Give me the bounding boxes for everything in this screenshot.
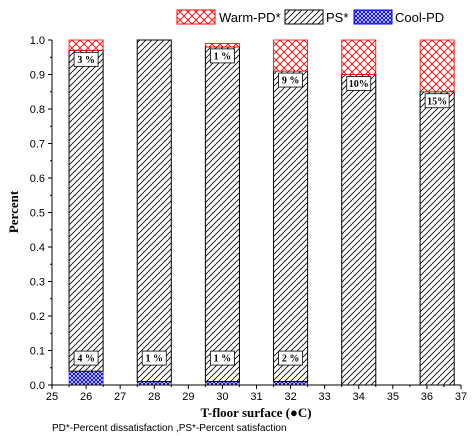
x-tick-label: 37 — [455, 391, 467, 403]
bar-segment-ps — [419, 91, 455, 386]
x-tick-label: 30 — [216, 391, 228, 403]
data-label-text: 1 % — [146, 354, 164, 365]
bar-segment-warm-pd — [68, 39, 104, 51]
data-label-warm: 15% — [424, 93, 450, 109]
bar-segment-cool-pd — [273, 381, 308, 386]
data-label-cool: 1 % — [210, 350, 235, 366]
stacked-bar — [204, 43, 240, 386]
y-tick-label: 0.8 — [30, 104, 45, 116]
bar-segment-cool-pd — [205, 381, 240, 386]
legend-swatch-cool — [353, 9, 393, 25]
x-tick-label: 32 — [284, 391, 296, 403]
bar-segment-warm-pd — [419, 39, 455, 93]
legend-swatch-ps — [284, 9, 324, 25]
bar-segment-ps — [136, 39, 172, 383]
x-tick-label: 34 — [353, 391, 365, 403]
stacked-bar — [68, 39, 104, 386]
bar-segment-warm-pd — [204, 43, 240, 48]
data-label-box — [346, 76, 372, 91]
y-tick-label: 0.6 — [30, 173, 45, 185]
data-label-box — [210, 350, 235, 366]
x-tick-label: 26 — [80, 391, 92, 403]
data-label-box — [210, 48, 235, 64]
y-tick-label: 1.0 — [30, 35, 45, 47]
bar-segment-ps — [68, 49, 104, 372]
legend: Warm-PD* PS* Cool-PD — [176, 9, 444, 25]
x-tick-label: 25 — [46, 391, 58, 403]
data-label-warm: 9 % — [278, 72, 303, 88]
data-label-text: 10% — [349, 79, 369, 90]
y-tick-label: 0.7 — [30, 139, 45, 151]
x-tick-label: 35 — [387, 391, 399, 403]
data-label-cool: 4 % — [73, 350, 99, 366]
bar-segment-cool-pd — [136, 381, 172, 386]
y-tick-label: 0.5 — [30, 208, 45, 220]
bar-segment-ps — [341, 74, 377, 386]
y-axis-title: Percent — [6, 190, 21, 233]
y-tick-label: 0.1 — [30, 346, 45, 358]
x-tick-label: 36 — [421, 391, 433, 403]
y-tick-label: 0.4 — [30, 242, 45, 254]
bar-segment-ps — [273, 70, 309, 383]
data-label-box — [278, 72, 303, 88]
y-tick-label: 0.0 — [30, 380, 45, 392]
data-label-cool: 1 % — [141, 350, 167, 366]
data-label-text: 9 % — [282, 76, 300, 87]
data-label-text: 1 % — [214, 354, 232, 365]
bar-segment-ps — [204, 46, 240, 383]
data-label-text: 15% — [427, 96, 447, 107]
data-label-text: 3 % — [77, 55, 95, 66]
stacked-bar — [136, 39, 172, 386]
legend-swatch-warm — [176, 9, 216, 25]
legend-label-warm: Warm-PD* — [219, 10, 281, 25]
data-label-warm: 1 % — [210, 48, 235, 64]
y-tick-label: 0.3 — [30, 277, 45, 289]
data-label-warm: 10% — [346, 76, 372, 91]
bar-segment-warm-pd — [341, 39, 377, 75]
y-tick-label: 0.2 — [30, 311, 45, 323]
ticks-layer: 25 26 27 28 29 30 31 32 33 34 35 36 37 0.0 0.1 0.2 0.3 0.… — [30, 35, 467, 403]
labels-layer: 3 % 4 % 1 % 1 % 1 % 9 % 2 % 10% 15% — [73, 48, 450, 366]
data-label-cool: 2 % — [278, 350, 303, 366]
stacked-bar — [419, 39, 455, 386]
data-label-text: 2 % — [282, 354, 300, 365]
x-tick-label: 29 — [182, 391, 194, 403]
x-tick-label: 27 — [114, 391, 126, 403]
footnote: PD*-Percent dissatisfaction ,PS*-Percent… — [52, 423, 287, 434]
data-label-box — [73, 350, 99, 366]
data-label-text: 4 % — [77, 354, 95, 365]
data-label-box — [424, 93, 450, 109]
x-tick-label: 31 — [250, 391, 262, 403]
stacked-bar — [341, 39, 377, 386]
data-label-box — [141, 350, 167, 366]
data-label-box — [278, 350, 303, 366]
x-tick-label: 33 — [319, 391, 331, 403]
x-tick-label: 28 — [148, 391, 160, 403]
bars-layer — [68, 39, 455, 386]
data-label-warm: 3 % — [73, 51, 99, 67]
stacked-bar — [273, 39, 309, 386]
bar-segment-warm-pd — [273, 39, 309, 72]
data-label-text: 1 % — [214, 51, 232, 62]
legend-label-ps: PS* — [326, 10, 348, 25]
data-label-box — [73, 51, 99, 67]
legend-label-cool: Cool-PD — [395, 10, 444, 25]
x-axis-title: T-floor surface (●C) — [200, 405, 311, 420]
y-tick-label: 0.9 — [30, 70, 45, 82]
bar-segment-cool-pd — [68, 370, 104, 386]
